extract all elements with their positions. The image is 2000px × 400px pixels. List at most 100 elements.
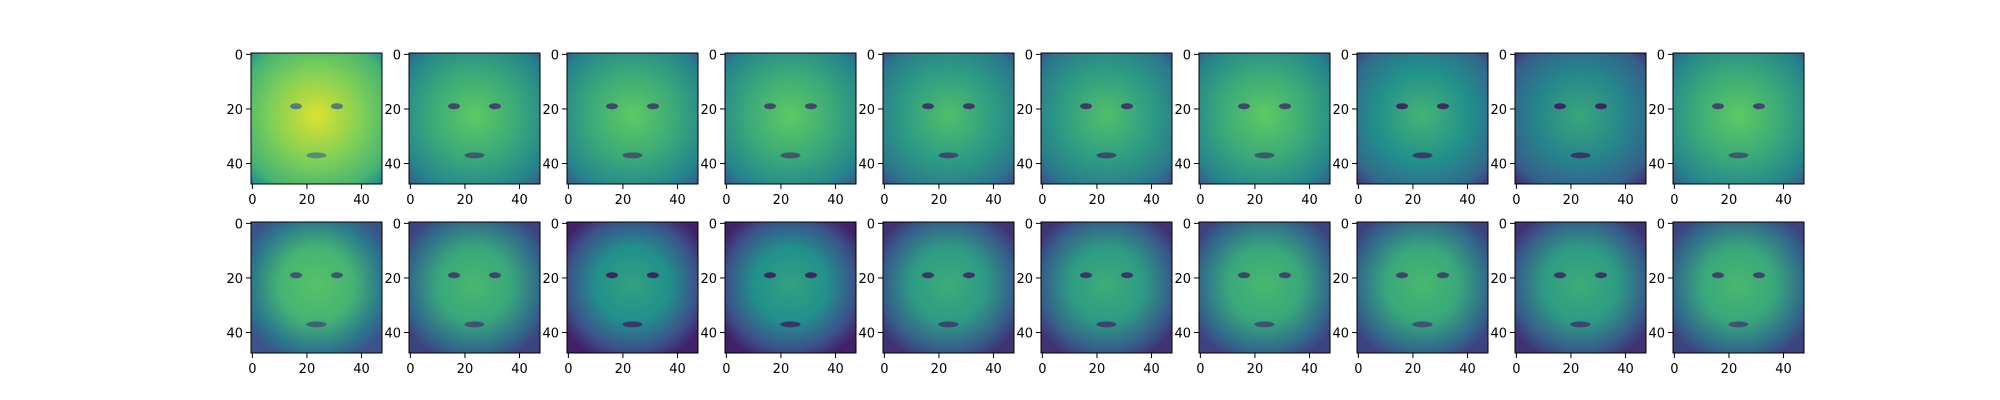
axes-frame [250,52,383,185]
right-eye-shade [804,272,817,279]
face-image [251,53,382,184]
y-tick-label: 40 [1016,158,1033,173]
axes-frame [1672,52,1805,185]
x-tick-label: 0 [564,362,572,377]
axes-frame [1514,221,1647,354]
x-tick-label: 0 [722,193,730,208]
axes-frame [1040,52,1173,185]
face-image [1199,53,1330,184]
y-tick-label: 0 [1499,48,1507,63]
right-eye-shade [1278,272,1291,279]
y-tick-label: 20 [1648,272,1665,287]
left-eye-shade [922,103,935,110]
mouth-shade [622,152,643,159]
x-tick-label: 20 [1089,193,1106,208]
x-tick-label: 0 [1354,362,1362,377]
x-tick-label: 40 [353,193,370,208]
y-tick-label: 40 [1490,158,1507,173]
left-eye-shade [1554,103,1567,110]
face-panel-r1c3: 0 20 40 0 20 40 [542,48,699,208]
face-panel-r2c4: 0 20 40 0 20 40 [700,217,857,377]
y-tick-label: 40 [1648,327,1665,342]
axes-frame [566,221,699,354]
y-tick-label: 40 [1174,158,1191,173]
y-tick-label: 0 [1025,217,1033,232]
axes-frame [724,221,857,354]
y-tick-label: 20 [1332,103,1349,118]
x-tick-label: 20 [1247,193,1264,208]
face-panel-r1c9: 0 20 40 0 20 40 [1490,48,1647,208]
mouth-shade [938,152,959,159]
face-panel-r1c1: 0 20 40 0 20 40 [226,48,383,208]
mouth-shade [780,321,801,328]
mouth-shade [780,152,801,159]
x-tick-label: 0 [406,193,414,208]
face-image [1515,222,1646,353]
y-tick-label: 20 [1490,103,1507,118]
y-tick-label: 0 [551,217,559,232]
y-tick-label: 40 [700,158,717,173]
axes-frame [882,52,1015,185]
x-tick-label: 40 [511,193,528,208]
left-eye-shade [290,103,303,110]
face-panel-r2c1: 0 20 40 0 20 40 [226,217,383,377]
x-tick-label: 40 [1143,193,1160,208]
face-image [883,222,1014,353]
y-tick-label: 20 [1490,272,1507,287]
mouth-shade [1728,152,1749,159]
right-eye-shade [962,103,975,110]
face-image [1041,222,1172,353]
x-tick-label: 40 [669,193,686,208]
face-image [725,53,856,184]
face-panel-r1c7: 0 20 40 0 20 40 [1174,48,1331,208]
y-tick-label: 40 [1332,158,1349,173]
left-eye-shade [922,272,935,279]
y-tick-label: 20 [384,103,401,118]
right-eye-shade [1120,103,1133,110]
face-panel-r1c4: 0 20 40 0 20 40 [700,48,857,208]
x-tick-label: 0 [1670,362,1678,377]
y-tick-label: 40 [226,158,243,173]
x-tick-label: 40 [669,362,686,377]
left-eye-shade [290,272,303,279]
x-tick-label: 40 [1617,362,1634,377]
left-eye-shade [606,103,619,110]
x-tick-label: 20 [1563,193,1580,208]
mouth-shade [464,321,485,328]
left-eye-shade [448,272,461,279]
mouth-shade [1254,152,1275,159]
y-tick-label: 0 [1183,48,1191,63]
mouth-shade [1570,152,1591,159]
y-tick-label: 20 [700,103,717,118]
right-eye-shade [1436,103,1449,110]
left-eye-shade [606,272,619,279]
x-tick-label: 20 [1563,362,1580,377]
left-eye-shade [1080,103,1093,110]
x-tick-label: 20 [1405,193,1422,208]
mouth-shade [1254,321,1275,328]
y-tick-label: 0 [867,217,875,232]
face-image [1515,53,1646,184]
face-panel-r1c5: 0 20 40 0 20 40 [858,48,1015,208]
x-tick-label: 0 [1512,362,1520,377]
right-eye-shade [1752,272,1765,279]
mouth-shade [622,321,643,328]
face-panel-r2c2: 0 20 40 0 20 40 [384,217,541,377]
y-tick-label: 20 [1016,272,1033,287]
y-tick-label: 20 [700,272,717,287]
x-tick-label: 0 [1038,362,1046,377]
axes-frame [250,221,383,354]
x-tick-label: 20 [1089,362,1106,377]
y-tick-label: 0 [1499,217,1507,232]
x-tick-label: 0 [1512,193,1520,208]
y-tick-label: 0 [867,48,875,63]
y-tick-label: 20 [858,272,875,287]
left-eye-shade [764,272,777,279]
y-tick-label: 0 [393,48,401,63]
left-eye-shade [1238,272,1251,279]
y-tick-label: 20 [1332,272,1349,287]
right-eye-shade [330,272,343,279]
right-eye-shade [488,272,501,279]
face-panel-r2c8: 0 20 40 0 20 40 [1332,217,1489,377]
right-eye-shade [1278,103,1291,110]
